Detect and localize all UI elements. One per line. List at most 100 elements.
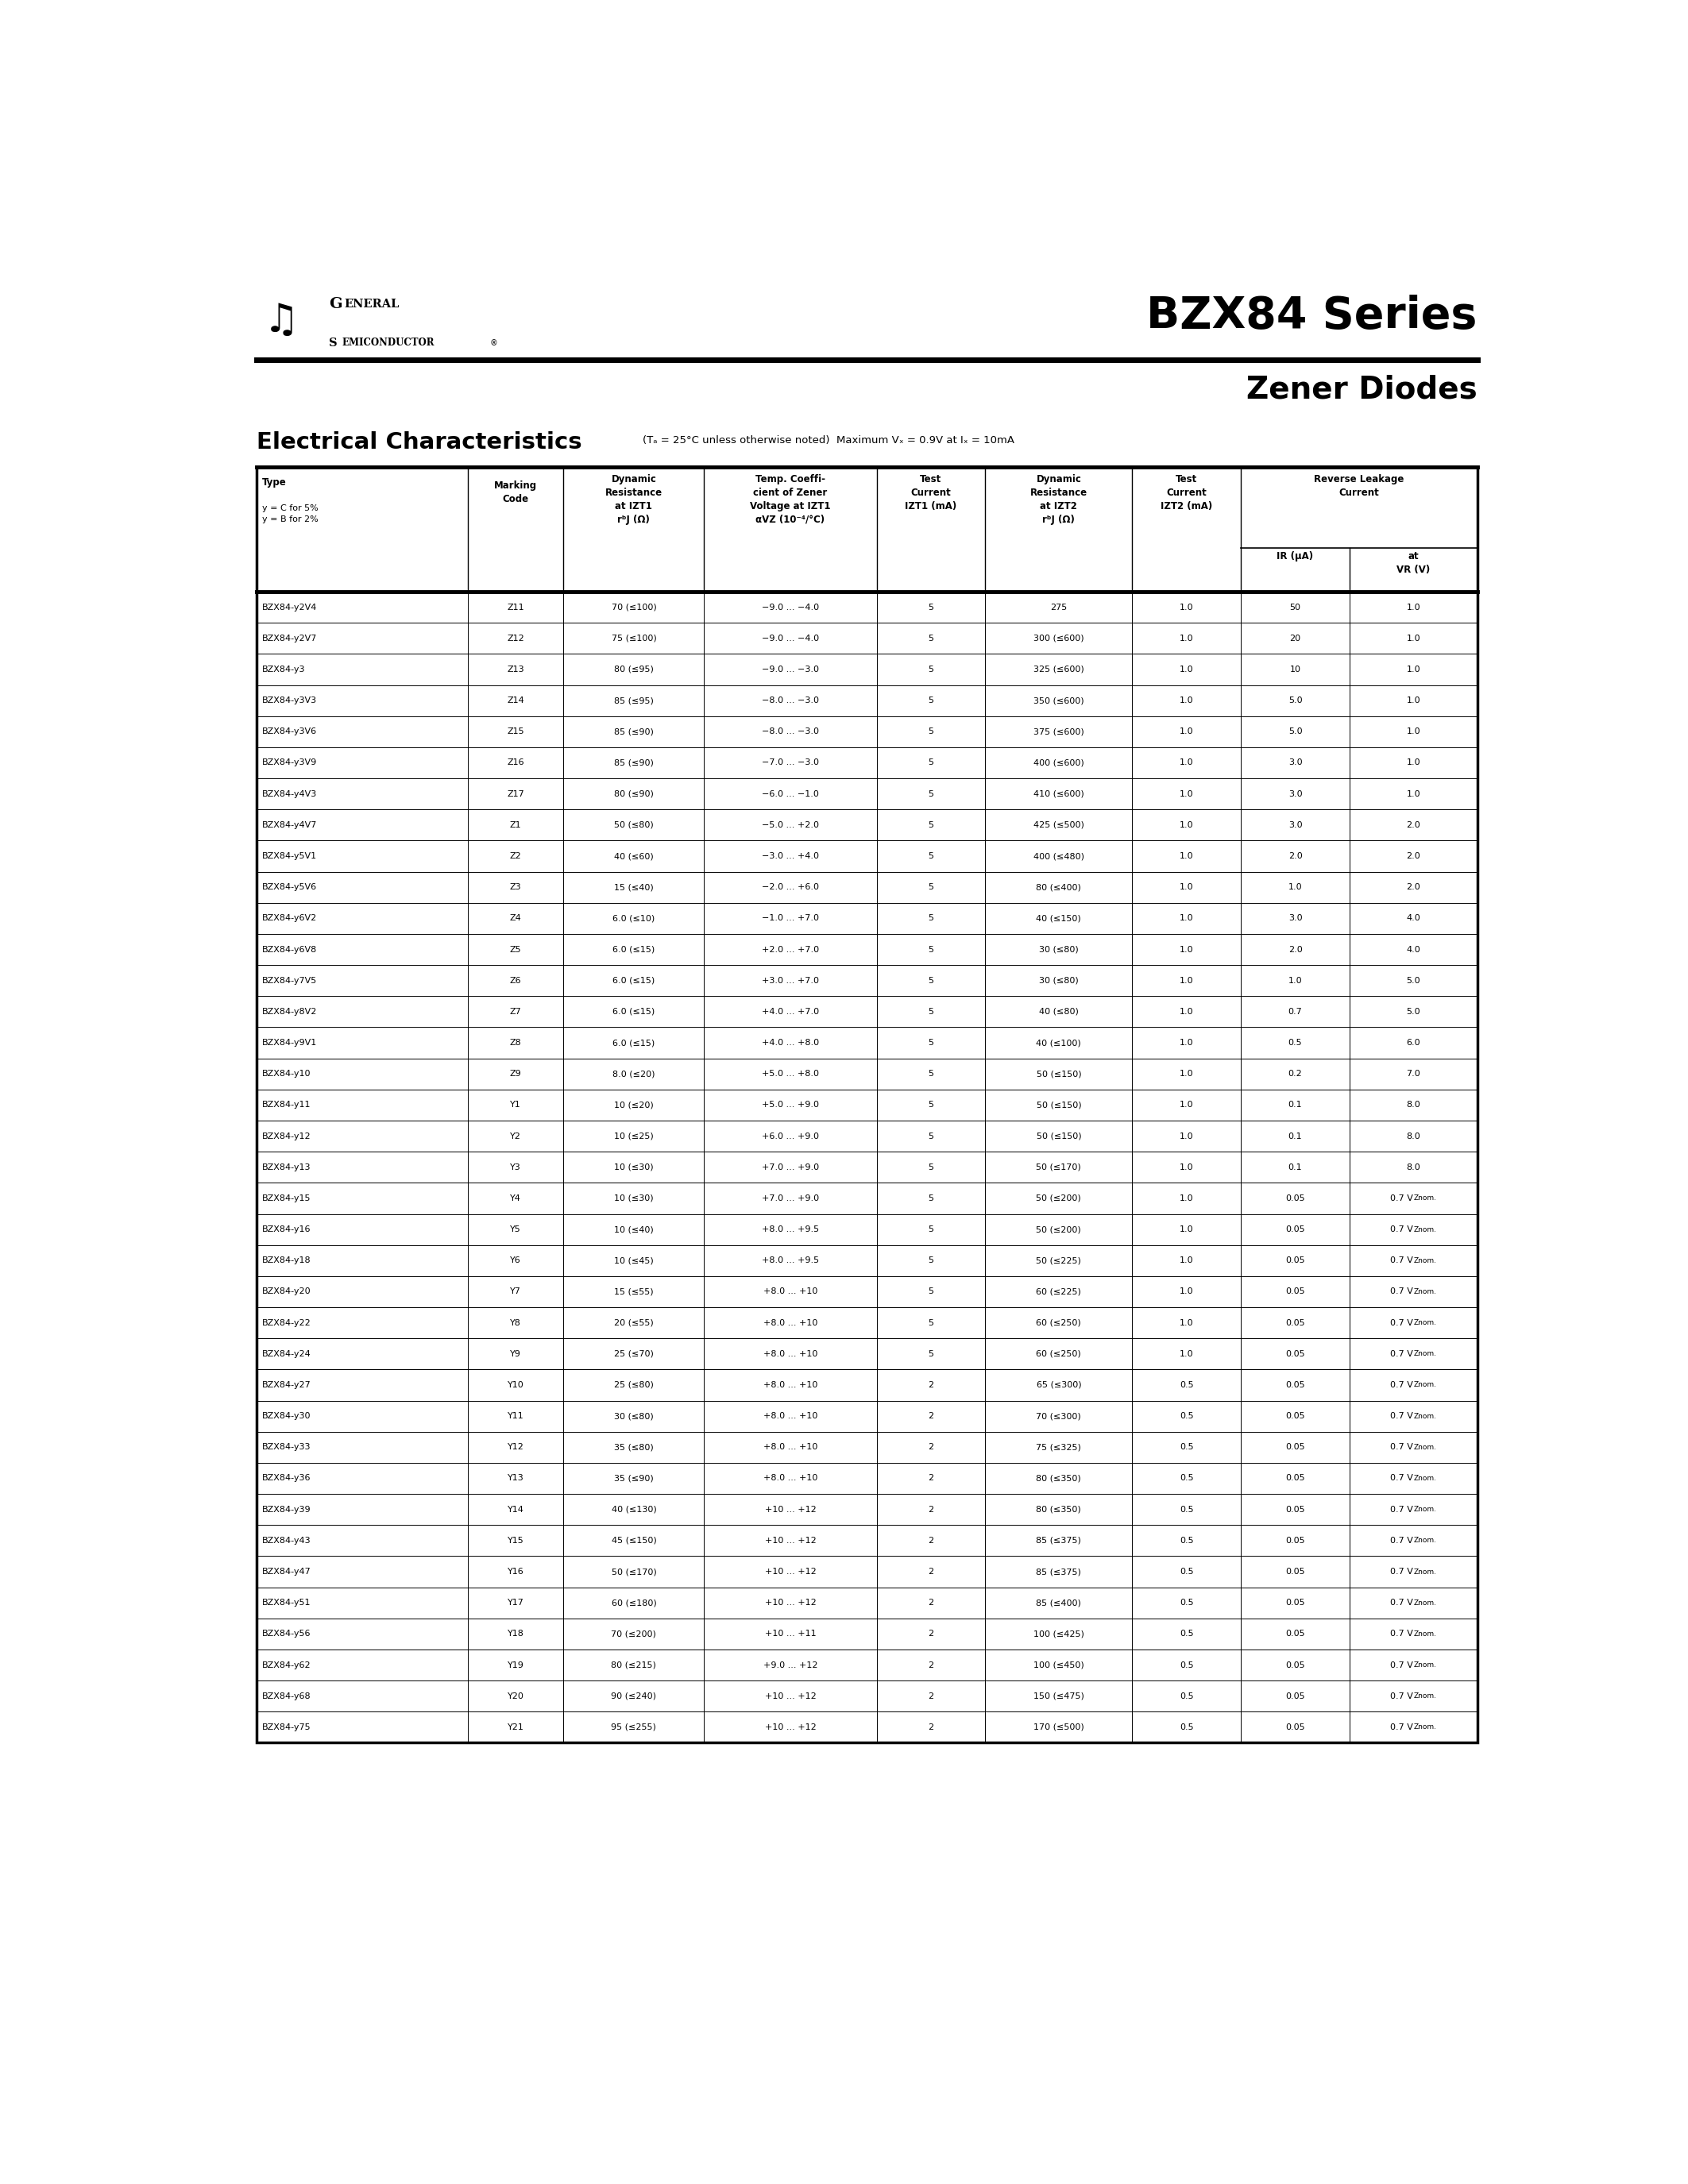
Text: 0.5: 0.5	[1180, 1413, 1193, 1420]
Text: +8.0 ... +10: +8.0 ... +10	[763, 1413, 817, 1420]
Text: 5.0: 5.0	[1406, 976, 1420, 985]
Text: 20: 20	[1290, 633, 1301, 642]
Text: 1.0: 1.0	[1180, 791, 1193, 797]
Text: 0.05: 0.05	[1286, 1723, 1305, 1732]
Text: 5: 5	[928, 697, 933, 705]
Text: 20 (≤55): 20 (≤55)	[614, 1319, 653, 1326]
Text: 0.05: 0.05	[1286, 1380, 1305, 1389]
Text: 40 (≤80): 40 (≤80)	[1038, 1007, 1079, 1016]
Text: 7.0: 7.0	[1406, 1070, 1421, 1079]
Text: 10 (≤45): 10 (≤45)	[614, 1256, 653, 1265]
Text: BZX84-y3V3: BZX84-y3V3	[262, 697, 317, 705]
Text: Y14: Y14	[508, 1505, 523, 1514]
Text: 1.0: 1.0	[1406, 666, 1420, 673]
Text: 0.5: 0.5	[1180, 1505, 1193, 1514]
Text: 5: 5	[928, 1195, 933, 1203]
Text: 0.7 V: 0.7 V	[1391, 1413, 1413, 1420]
Text: 0.7 V: 0.7 V	[1391, 1723, 1413, 1732]
Text: 85 (≤90): 85 (≤90)	[614, 758, 653, 767]
Text: 2: 2	[928, 1693, 933, 1699]
Text: BZX84-y56: BZX84-y56	[262, 1629, 311, 1638]
Text: Znom.: Znom.	[1413, 1538, 1436, 1544]
Text: 0.2: 0.2	[1288, 1070, 1301, 1079]
Text: 8.0: 8.0	[1406, 1164, 1421, 1171]
Text: Electrical Characteristics: Electrical Characteristics	[257, 430, 582, 452]
Text: +2.0 ... +7.0: +2.0 ... +7.0	[761, 946, 819, 954]
Text: Z14: Z14	[506, 697, 525, 705]
Text: +10 ... +12: +10 ... +12	[765, 1568, 815, 1575]
Text: Z13: Z13	[506, 666, 525, 673]
Text: BZX84-y3: BZX84-y3	[262, 666, 306, 673]
Text: Y1: Y1	[510, 1101, 522, 1109]
Text: +5.0 ... +8.0: +5.0 ... +8.0	[761, 1070, 819, 1079]
Text: Test
Current
IZT2 (mA): Test Current IZT2 (mA)	[1161, 474, 1212, 511]
Text: −8.0 ... −3.0: −8.0 ... −3.0	[761, 727, 819, 736]
Text: BZX84-y3V6: BZX84-y3V6	[262, 727, 317, 736]
Text: 15 (≤55): 15 (≤55)	[614, 1289, 653, 1295]
Text: 400 (≤600): 400 (≤600)	[1033, 758, 1084, 767]
Text: Y6: Y6	[510, 1256, 522, 1265]
Text: Reverse Leakage
Current: Reverse Leakage Current	[1313, 474, 1404, 498]
Text: 1.0: 1.0	[1180, 1195, 1193, 1203]
Text: 5: 5	[928, 1319, 933, 1326]
Text: 425 (≤500): 425 (≤500)	[1033, 821, 1084, 830]
Text: +8.0 ... +10: +8.0 ... +10	[763, 1380, 817, 1389]
Text: 5.0: 5.0	[1288, 697, 1301, 705]
Text: 0.7: 0.7	[1288, 1007, 1301, 1016]
Text: BZX84-y24: BZX84-y24	[262, 1350, 311, 1358]
Text: Z15: Z15	[506, 727, 525, 736]
Text: 90 (≤240): 90 (≤240)	[611, 1693, 657, 1699]
Text: BZX84-y12: BZX84-y12	[262, 1131, 311, 1140]
Text: Znom.: Znom.	[1413, 1507, 1436, 1514]
Text: −3.0 ... +4.0: −3.0 ... +4.0	[761, 852, 819, 860]
Text: 275: 275	[1050, 603, 1067, 612]
Text: 0.5: 0.5	[1180, 1380, 1193, 1389]
Text: −7.0 ... −3.0: −7.0 ... −3.0	[761, 758, 819, 767]
Text: 4.0: 4.0	[1406, 946, 1421, 954]
Text: −9.0 ... −3.0: −9.0 ... −3.0	[761, 666, 819, 673]
Text: 0.7 V: 0.7 V	[1391, 1568, 1413, 1575]
Text: +10 ... +12: +10 ... +12	[765, 1505, 815, 1514]
Text: BZX84-y11: BZX84-y11	[262, 1101, 311, 1109]
Text: +8.0 ... +9.5: +8.0 ... +9.5	[761, 1256, 819, 1265]
Text: 0.05: 0.05	[1286, 1538, 1305, 1544]
Text: Z17: Z17	[506, 791, 525, 797]
Text: 60 (≤250): 60 (≤250)	[1036, 1319, 1082, 1326]
Text: Zener Diodes: Zener Diodes	[1246, 376, 1477, 404]
Text: 80 (≤350): 80 (≤350)	[1036, 1474, 1082, 1483]
Text: Y19: Y19	[508, 1662, 523, 1669]
Text: 2: 2	[928, 1568, 933, 1575]
Text: Y5: Y5	[510, 1225, 522, 1234]
Text: −2.0 ... +6.0: −2.0 ... +6.0	[761, 882, 819, 891]
Text: BZX84-y22: BZX84-y22	[262, 1319, 311, 1326]
Text: 0.5: 0.5	[1288, 1040, 1301, 1046]
Text: (Tₐ = 25°C unless otherwise noted)  Maximum Vₓ = 0.9V at Iₓ = 10mA: (Tₐ = 25°C unless otherwise noted) Maxim…	[643, 435, 1014, 446]
Text: 5.0: 5.0	[1406, 1007, 1420, 1016]
Text: Z6: Z6	[510, 976, 522, 985]
Text: 40 (≤130): 40 (≤130)	[611, 1505, 657, 1514]
Text: Z11: Z11	[506, 603, 525, 612]
Text: +9.0 ... +12: +9.0 ... +12	[763, 1662, 817, 1669]
Text: BZX84-y4V3: BZX84-y4V3	[262, 791, 317, 797]
Text: 5: 5	[928, 1350, 933, 1358]
Text: Znom.: Znom.	[1413, 1599, 1436, 1607]
Text: 375 (≤600): 375 (≤600)	[1033, 727, 1084, 736]
Text: 40 (≤100): 40 (≤100)	[1036, 1040, 1082, 1046]
Text: −5.0 ... +2.0: −5.0 ... +2.0	[761, 821, 819, 830]
Text: 2.0: 2.0	[1406, 852, 1421, 860]
Text: 75 (≤325): 75 (≤325)	[1036, 1444, 1082, 1450]
Text: Znom.: Znom.	[1413, 1629, 1436, 1638]
Text: +4.0 ... +7.0: +4.0 ... +7.0	[761, 1007, 819, 1016]
Text: 30 (≤80): 30 (≤80)	[1040, 946, 1079, 954]
Text: 5: 5	[928, 915, 933, 922]
Text: 5: 5	[928, 852, 933, 860]
Text: Y8: Y8	[510, 1319, 522, 1326]
Text: Y11: Y11	[508, 1413, 523, 1420]
Text: BZX84-y4V7: BZX84-y4V7	[262, 821, 317, 830]
Text: 2: 2	[928, 1444, 933, 1450]
Text: BZX84-y33: BZX84-y33	[262, 1444, 311, 1450]
Text: 0.7 V: 0.7 V	[1391, 1505, 1413, 1514]
Text: 0.05: 0.05	[1286, 1350, 1305, 1358]
Text: BZX84-y13: BZX84-y13	[262, 1164, 311, 1171]
Text: 400 (≤480): 400 (≤480)	[1033, 852, 1084, 860]
